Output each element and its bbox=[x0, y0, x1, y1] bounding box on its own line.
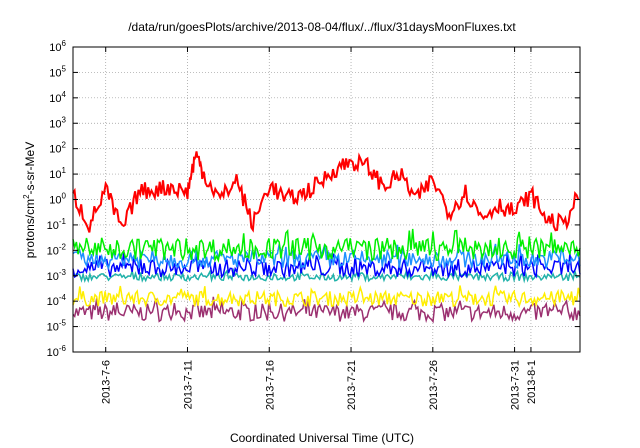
x-tick-label: 2013-7-16 bbox=[264, 360, 276, 410]
y-tick-label-base: 10 bbox=[47, 271, 59, 283]
series-line bbox=[72, 243, 581, 271]
y-tick-label: 104 bbox=[49, 90, 66, 105]
y-tick-label-exponent: 3 bbox=[62, 115, 67, 124]
y-tick-label-base: 10 bbox=[47, 220, 59, 232]
series-group bbox=[72, 151, 581, 324]
series-line bbox=[72, 151, 580, 233]
x-tick-label: 2013-7-11 bbox=[182, 360, 194, 409]
y-tick-label-base: 10 bbox=[49, 118, 61, 130]
x-tick-label: 2013-7-21 bbox=[346, 360, 358, 410]
y-tick-label: 10-3 bbox=[47, 268, 67, 283]
y-tick-label-exponent: 5 bbox=[62, 64, 67, 73]
y-tick-label-base: 10 bbox=[47, 245, 59, 257]
y-tick-label-exponent: 4 bbox=[62, 90, 67, 99]
y-tick-label-exponent: -4 bbox=[59, 293, 67, 302]
y-tick-label-exponent: -1 bbox=[59, 217, 67, 226]
y-tick-label-exponent: 6 bbox=[62, 39, 67, 48]
y-axis-label: protons/cm2-s-sr-MeV bbox=[22, 142, 37, 258]
y-tick-label-exponent: 0 bbox=[62, 192, 67, 201]
y-tick-label-exponent: -2 bbox=[59, 242, 67, 251]
y-tick-label-exponent: 1 bbox=[62, 166, 67, 175]
y-tick-label-exponent: -3 bbox=[59, 268, 67, 277]
series-line bbox=[72, 228, 581, 264]
y-tick-label: 10-4 bbox=[47, 293, 67, 308]
series-line bbox=[72, 284, 581, 309]
y-tick-label-base: 10 bbox=[49, 169, 61, 181]
y-tick-label-base: 10 bbox=[49, 67, 61, 79]
y-tick-label-exponent: 2 bbox=[62, 141, 67, 150]
y-tick-label: 10-5 bbox=[47, 319, 67, 334]
y-axis-label-exponent: 2 bbox=[22, 194, 31, 199]
y-tick-label: 102 bbox=[49, 141, 66, 156]
x-axis: 2013-7-6 2013-7-11 2013-7-16 2013-7-21 2013-… bbox=[101, 47, 538, 410]
y-tick-label-base: 10 bbox=[49, 42, 61, 54]
chart-title: /data/run/goesPlots/archive/2013-08-04/f… bbox=[128, 20, 516, 34]
y-tick-label: 101 bbox=[49, 166, 66, 181]
y-tick-label: 106 bbox=[49, 39, 66, 54]
x-axis-label: Coordinated Universal Time (UTC) bbox=[230, 431, 414, 445]
y-axis-label-main: protons/cm bbox=[23, 199, 37, 258]
y-tick-label: 105 bbox=[49, 64, 66, 79]
y-tick-label-base: 10 bbox=[47, 322, 59, 334]
x-tick-label: 2013-7-6 bbox=[101, 360, 113, 404]
series-line bbox=[72, 252, 581, 280]
y-tick-label-base: 10 bbox=[49, 144, 61, 156]
y-tick-label: 10-2 bbox=[47, 242, 67, 257]
y-tick-label: 10-6 bbox=[47, 344, 67, 359]
y-tick-label: 103 bbox=[49, 115, 66, 130]
x-tick-label: 2013-7-31 bbox=[510, 360, 522, 410]
y-tick-label-exponent: -6 bbox=[59, 344, 67, 353]
x-tick-label: 2013-7-26 bbox=[428, 360, 440, 410]
y-axis: 10-610-510-410-310-210-11001011021031041… bbox=[47, 39, 580, 359]
y-tick-label-base: 10 bbox=[49, 195, 61, 207]
y-tick-label-exponent: -5 bbox=[59, 319, 67, 328]
series-line bbox=[72, 296, 581, 324]
y-tick-label-base: 10 bbox=[49, 93, 61, 105]
y-tick-label: 100 bbox=[49, 192, 66, 207]
y-tick-label-base: 10 bbox=[47, 296, 59, 308]
y-tick-label: 10-1 bbox=[47, 217, 67, 232]
series-line bbox=[72, 267, 581, 284]
x-tick-label: 2013-8-1 bbox=[526, 360, 538, 404]
y-axis-label-unit: -s-sr-MeV bbox=[23, 142, 37, 195]
y-tick-label-base: 10 bbox=[47, 347, 59, 359]
